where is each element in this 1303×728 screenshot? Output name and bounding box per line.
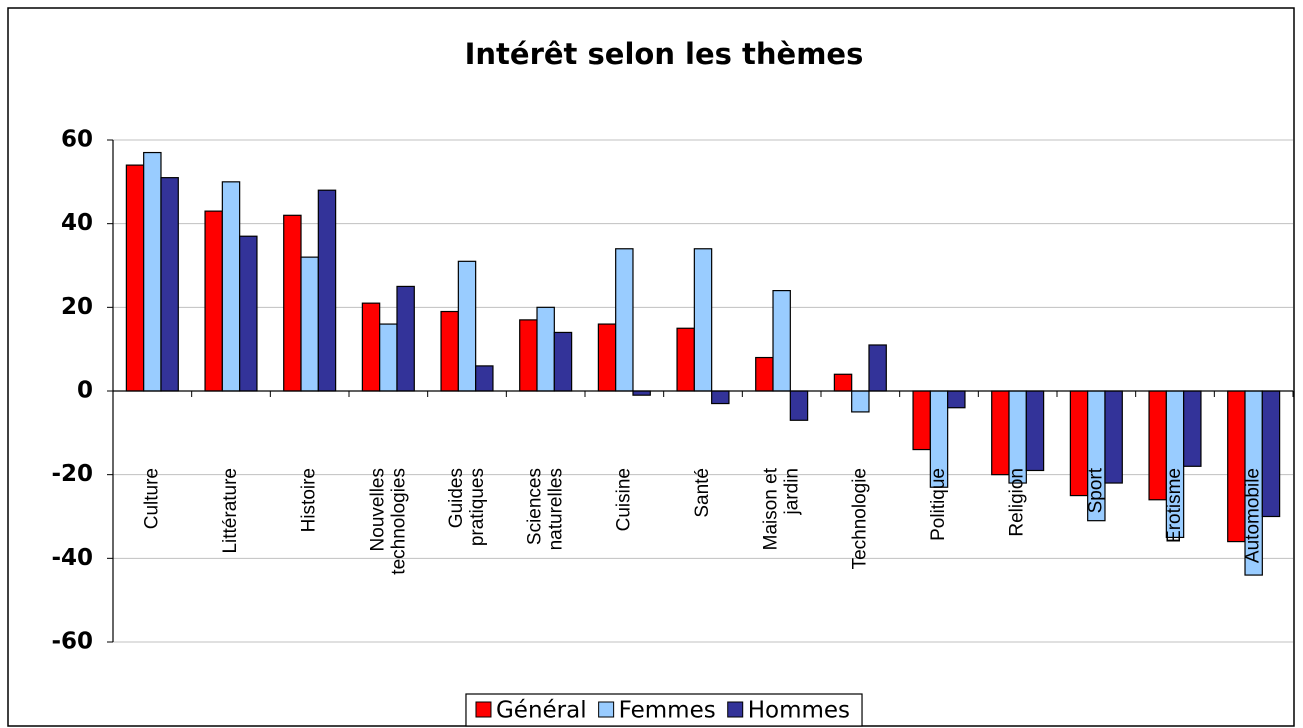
x-tick-label: Politique	[928, 468, 949, 541]
x-tick-label: Religion	[1007, 468, 1028, 537]
bar	[239, 235, 258, 392]
bar	[317, 189, 337, 392]
chart-border	[7, 7, 1295, 727]
bar	[143, 151, 162, 392]
bar	[868, 344, 887, 392]
y-tick-label: 60	[61, 127, 93, 153]
bar	[615, 248, 634, 392]
bar	[519, 319, 538, 392]
x-tick-label: Nouvellestechnologies	[367, 468, 409, 575]
x-tick-label: Culture	[141, 468, 162, 529]
legend-swatch	[598, 701, 615, 718]
legend-swatch	[727, 701, 744, 718]
x-tick-label: Cuisine	[613, 468, 634, 531]
bar	[379, 323, 398, 392]
legend-box	[465, 693, 863, 727]
bar	[1261, 390, 1281, 518]
bar	[1104, 390, 1123, 484]
legend-swatch	[475, 701, 492, 718]
bar	[125, 164, 145, 392]
x-tick-label: Santé	[692, 468, 713, 518]
x-tick-label: Maison etjardin	[761, 467, 803, 550]
chart-title: Intérêt selon les thèmes	[465, 37, 864, 71]
x-tick-label: Automobile	[1243, 468, 1264, 563]
y-tick-label: -20	[51, 461, 93, 487]
bar	[676, 327, 695, 392]
bar	[1025, 390, 1045, 472]
y-tick-label: 40	[61, 210, 93, 236]
y-tick-label: -60	[51, 629, 93, 655]
bar	[283, 214, 302, 392]
bar	[789, 390, 809, 421]
bar	[553, 331, 573, 392]
bar	[396, 285, 415, 392]
y-tick-label: 20	[61, 294, 93, 320]
bar	[300, 256, 319, 392]
bar	[221, 181, 241, 392]
bar	[475, 365, 494, 392]
bar	[772, 290, 791, 392]
x-tick-label: Guidespratiques	[446, 468, 488, 546]
x-tick-label: Erotisme	[1164, 468, 1185, 543]
y-tick-label: -40	[51, 545, 93, 571]
x-tick-label: Technologie	[849, 468, 870, 569]
legend-label: Général	[496, 698, 587, 724]
bar	[440, 310, 459, 392]
bar	[912, 390, 931, 451]
bar	[457, 260, 477, 392]
bar	[755, 356, 774, 392]
bar	[204, 210, 223, 392]
bar	[947, 390, 966, 409]
bar	[693, 248, 713, 392]
y-tick-label: 0	[77, 378, 93, 404]
x-tick-label: Littérature	[220, 468, 241, 554]
bar	[711, 390, 730, 405]
bar	[991, 390, 1010, 476]
x-tick-label: Sport	[1085, 467, 1106, 513]
x-tick-label: Histoire	[299, 468, 320, 532]
bar	[536, 306, 555, 392]
bar	[160, 177, 179, 392]
bar	[597, 323, 617, 392]
bar	[361, 302, 381, 392]
x-tick-label: Sciencesnaturelles	[525, 468, 567, 550]
legend-label: Femmes	[619, 698, 716, 724]
bar	[833, 373, 853, 392]
bar	[1183, 390, 1202, 467]
legend: Général Femmes Hommes	[465, 693, 863, 727]
bar	[632, 390, 651, 396]
bar	[851, 390, 870, 413]
legend-label: Hommes	[748, 698, 850, 724]
